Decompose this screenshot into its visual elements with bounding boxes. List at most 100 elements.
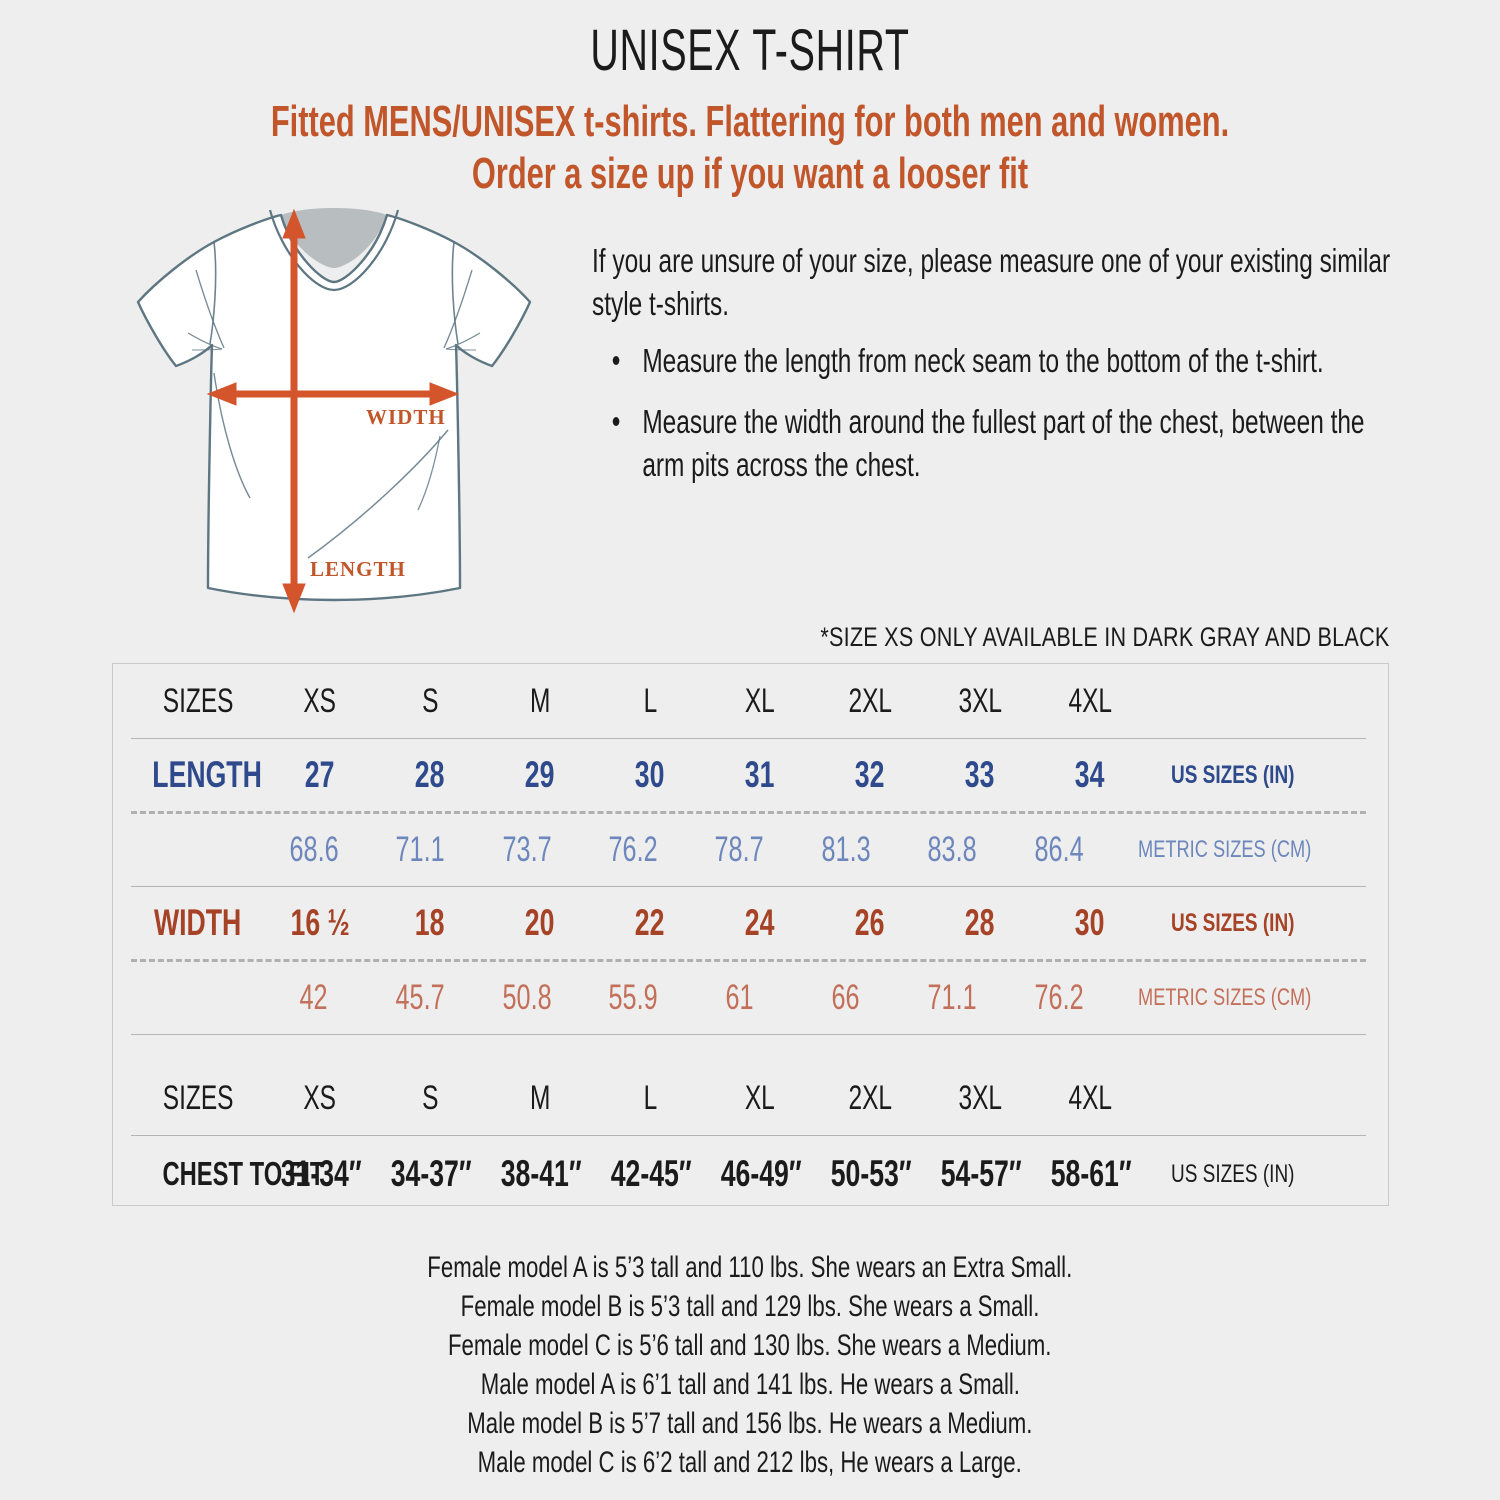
length-label: LENGTH [310,557,406,581]
width-us-2xl: 26 [855,902,885,943]
length-cm-4xl: 86.4 [1034,830,1084,869]
page-title: UNISEX T-SHIRT [590,18,910,83]
length-cm-l: 76.2 [608,830,658,869]
length-us-4xl: 34 [1075,754,1105,795]
width-us-xs: 16 ½ [290,902,350,943]
row-label-width: WIDTH [154,902,242,943]
width-label: WIDTH [366,405,446,429]
length-arrow-head-bottom [282,583,306,614]
sizes-header-label: SIZES [162,681,234,720]
length-arrow-head-top [282,208,306,239]
subtitle-line-2: Order a size up if you want a looser fit [471,148,1029,198]
model-note-line: Female model C is 5’6 tall and 130 lbs. … [448,1329,1052,1362]
right-body-crease-2 [417,435,441,511]
separator-solid [131,1034,1366,1035]
chest-l: 42-45″ [610,1153,692,1194]
width-cm-l: 55.9 [608,978,658,1017]
bullet-dot-icon [612,355,620,365]
chest-xl: 46-49″ [720,1153,802,1194]
width-us-unit: US SIZES (IN) [1171,908,1295,937]
chest-m: 38-41″ [500,1153,582,1194]
size-header-xl: XL [745,681,775,720]
model-notes: Female model A is 5’3 tall and 110 lbs. … [0,1248,1500,1482]
size-header-4xl: 4XL [1068,681,1112,720]
width-us-l: 22 [635,902,665,943]
chest-3xl: 54-57″ [940,1153,1022,1194]
right-armpit-crease-1 [443,269,473,349]
tshirt-diagram: WIDTH LENGTH [118,198,548,628]
right-armpit-crease-2 [445,332,481,350]
table-row-chest-to-fit: CHEST TO FIT 31-34″ 34-37″ 38-41″ 42-45″… [113,1136,1388,1212]
width-us-m: 20 [525,902,555,943]
width-us-xl: 24 [745,902,775,943]
size-header-3xl: 3XL [958,681,1002,720]
bullet-text: Measure the length from neck seam to the… [642,341,1324,379]
right-sleeve-seam [451,241,459,345]
length-us-xs: 27 [305,754,335,795]
length-cm-m: 73.7 [502,830,552,869]
width-us-3xl: 28 [965,902,995,943]
separator-solid [131,1135,1366,1136]
separator-solid [131,738,1366,739]
size-header-m: M [529,681,551,720]
table-row-length-us: LENGTH 27 28 29 30 31 32 33 34 US SIZES … [113,739,1388,811]
length-us-xl: 31 [745,754,775,795]
length-us-3xl: 33 [965,754,995,795]
size-header2-3xl: 3XL [958,1078,1002,1117]
chest-unit: US SIZES (IN) [1171,1159,1295,1188]
table-header-row-secondary: SIZES XS S M L XL 2XL 3XL 4XL [113,1061,1388,1135]
length-cm-s: 71.1 [395,830,445,869]
instructions-block: If you are unsure of your size, please m… [592,240,1392,504]
size-header2-2xl: 2XL [848,1078,892,1117]
size-header-s: S [421,681,439,720]
model-note-line: Male model C is 6’2 tall and 212 lbs, He… [477,1446,1023,1479]
diagram-and-instructions: WIDTH LENGTH If you are unsure of your s… [0,198,1500,638]
left-armpit-crease-2 [187,332,223,350]
xs-availability-note: *SIZE XS ONLY AVAILABLE IN DARK GRAY AND… [820,622,1390,652]
width-cm-3xl: 71.1 [927,978,977,1017]
list-item: Measure the width around the fullest par… [592,401,1391,487]
tshirt-icon: WIDTH LENGTH [136,208,532,614]
size-header-xs: XS [303,681,337,720]
length-us-m: 29 [525,754,555,795]
chest-xs: 31-34″ [280,1153,362,1194]
sizes-header-label-2: SIZES [162,1078,234,1117]
width-cm-xs: 42 [299,978,328,1017]
model-note-line: Female model A is 5’3 tall and 110 lbs. … [427,1251,1073,1284]
model-note-line: Male model B is 5’7 tall and 156 lbs. He… [467,1407,1033,1440]
separator-solid [131,886,1366,887]
model-note-line: Female model B is 5’3 tall and 129 lbs. … [460,1290,1040,1323]
width-cm-xl: 61 [725,978,754,1017]
measurement-arrows [206,208,460,614]
size-header-2xl: 2XL [848,681,892,720]
collar-shadow [281,208,387,268]
table-header-row: SIZES XS S M L XL 2XL 3XL 4XL [113,664,1388,738]
left-sleeve-seam [209,241,217,345]
length-cm-xl: 78.7 [715,830,765,869]
size-header2-xl: XL [745,1078,775,1117]
length-us-2xl: 32 [855,754,885,795]
length-cm-3xl: 83.8 [927,830,977,869]
table-row-width-us: WIDTH 16 ½ 18 20 22 24 26 28 30 US SIZES… [113,887,1388,959]
size-chart-table: SIZES XS S M L XL 2XL 3XL 4XL LENGTH 27 … [112,663,1389,1206]
width-cm-s: 45.7 [395,978,445,1017]
width-cm-m: 50.8 [502,978,552,1017]
length-us-s: 28 [415,754,445,795]
page-subtitle: Fitted MENS/UNISEX t-shirts. Flattering … [225,96,1275,200]
size-header2-4xl: 4XL [1068,1078,1112,1117]
separator-dashed [131,811,1366,814]
width-us-s: 18 [415,902,445,943]
width-cm-4xl: 76.2 [1034,978,1084,1017]
size-header2-s: S [421,1078,439,1117]
separator-dashed [131,959,1366,962]
width-us-4xl: 30 [1075,902,1105,943]
width-cm-2xl: 66 [831,978,860,1017]
size-header-l: L [643,681,657,720]
instructions-intro: If you are unsure of your size, please m… [592,242,1391,322]
length-cm-xs: 68.6 [289,830,339,869]
width-arrow-head-right [429,382,460,406]
tshirt-body-outline [136,213,532,602]
list-item: Measure the length from neck seam to the… [592,340,1391,383]
left-armpit-crease-3 [191,348,223,351]
table-row-length-metric: 68.6 71.1 73.7 76.2 78.7 81.3 83.8 86.4 … [113,814,1388,886]
